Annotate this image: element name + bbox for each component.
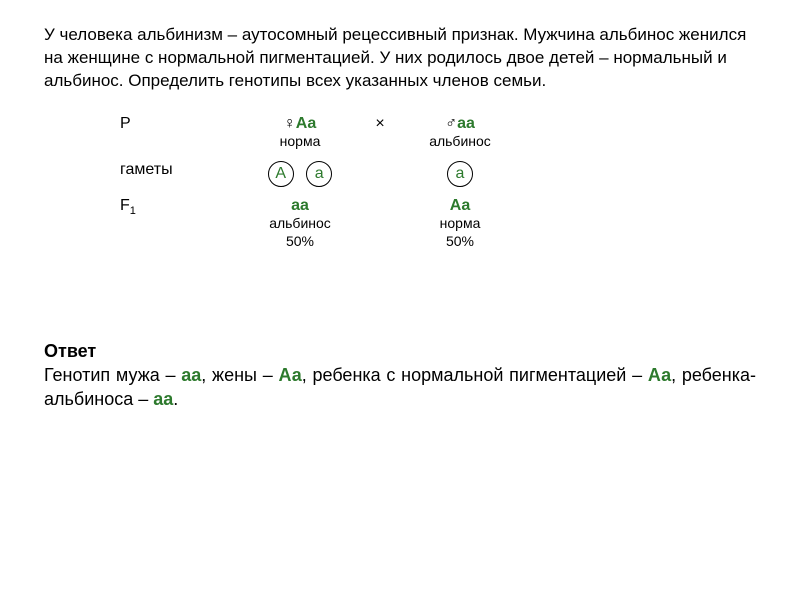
problem-text: У человека альбинизм – аутосомный рецесс… — [44, 24, 756, 93]
father-gametes: a — [400, 161, 520, 187]
f1-subscript: 1 — [130, 205, 136, 217]
answer-mid1: , жены – — [201, 365, 278, 385]
offspring-phenotype: альбинос — [269, 215, 331, 231]
mother-gametes: A a — [240, 161, 360, 187]
albino-child-genotype: аа — [153, 389, 173, 409]
offspring-genotype: aa — [291, 197, 309, 214]
offspring-2: Aa норма 50% — [400, 197, 520, 251]
f1-label: F1 — [120, 197, 240, 217]
offspring-phenotype: норма — [440, 215, 481, 231]
cross-symbol: × — [360, 115, 400, 133]
offspring-genotype: Aa — [450, 197, 470, 214]
answer-mid2: , ребенка с нормальной пигментацией – — [302, 365, 648, 385]
gametes-row: гаметы A a a — [120, 161, 756, 187]
mother-genotype: Aa — [296, 115, 316, 132]
gamete-circle: a — [306, 161, 332, 187]
f1-letter: F — [120, 197, 130, 214]
answer-text: Генотип мужа – аа, жены – Аа, ребенка с … — [44, 363, 756, 412]
mother-phenotype: норма — [280, 133, 321, 149]
male-symbol: ♂ — [445, 115, 457, 132]
answer-tail: . — [173, 389, 178, 409]
gamete-circle: A — [268, 161, 294, 187]
answer-prefix: Генотип мужа – — [44, 365, 181, 385]
f1-row: F1 aa альбинос 50% Aa норма 50% — [120, 197, 756, 251]
parents-label: P — [120, 115, 240, 133]
husband-genotype: аа — [181, 365, 201, 385]
mother-cell: ♀Aa норма — [240, 115, 360, 151]
normal-child-genotype: Аа — [648, 365, 671, 385]
wife-genotype: Аа — [279, 365, 302, 385]
offspring-percent: 50% — [286, 233, 314, 249]
offspring-percent: 50% — [446, 233, 474, 249]
father-genotype: aa — [457, 115, 475, 132]
page: У человека альбинизм – аутосомный рецесс… — [0, 0, 800, 432]
gamete-circle: a — [447, 161, 473, 187]
offspring-1: aa альбинос 50% — [240, 197, 360, 251]
answer-block: Ответ Генотип мужа – аа, жены – Аа, ребе… — [44, 339, 756, 412]
father-phenotype: альбинос — [429, 133, 491, 149]
parents-row: P ♀Aa норма × ♂aa альбинос — [120, 115, 756, 151]
gametes-label: гаметы — [120, 161, 240, 179]
female-symbol: ♀ — [284, 115, 296, 132]
father-cell: ♂aa альбинос — [400, 115, 520, 151]
answer-heading: Ответ — [44, 339, 756, 363]
genetics-cross: P ♀Aa норма × ♂aa альбинос гаметы A a a — [120, 115, 756, 251]
